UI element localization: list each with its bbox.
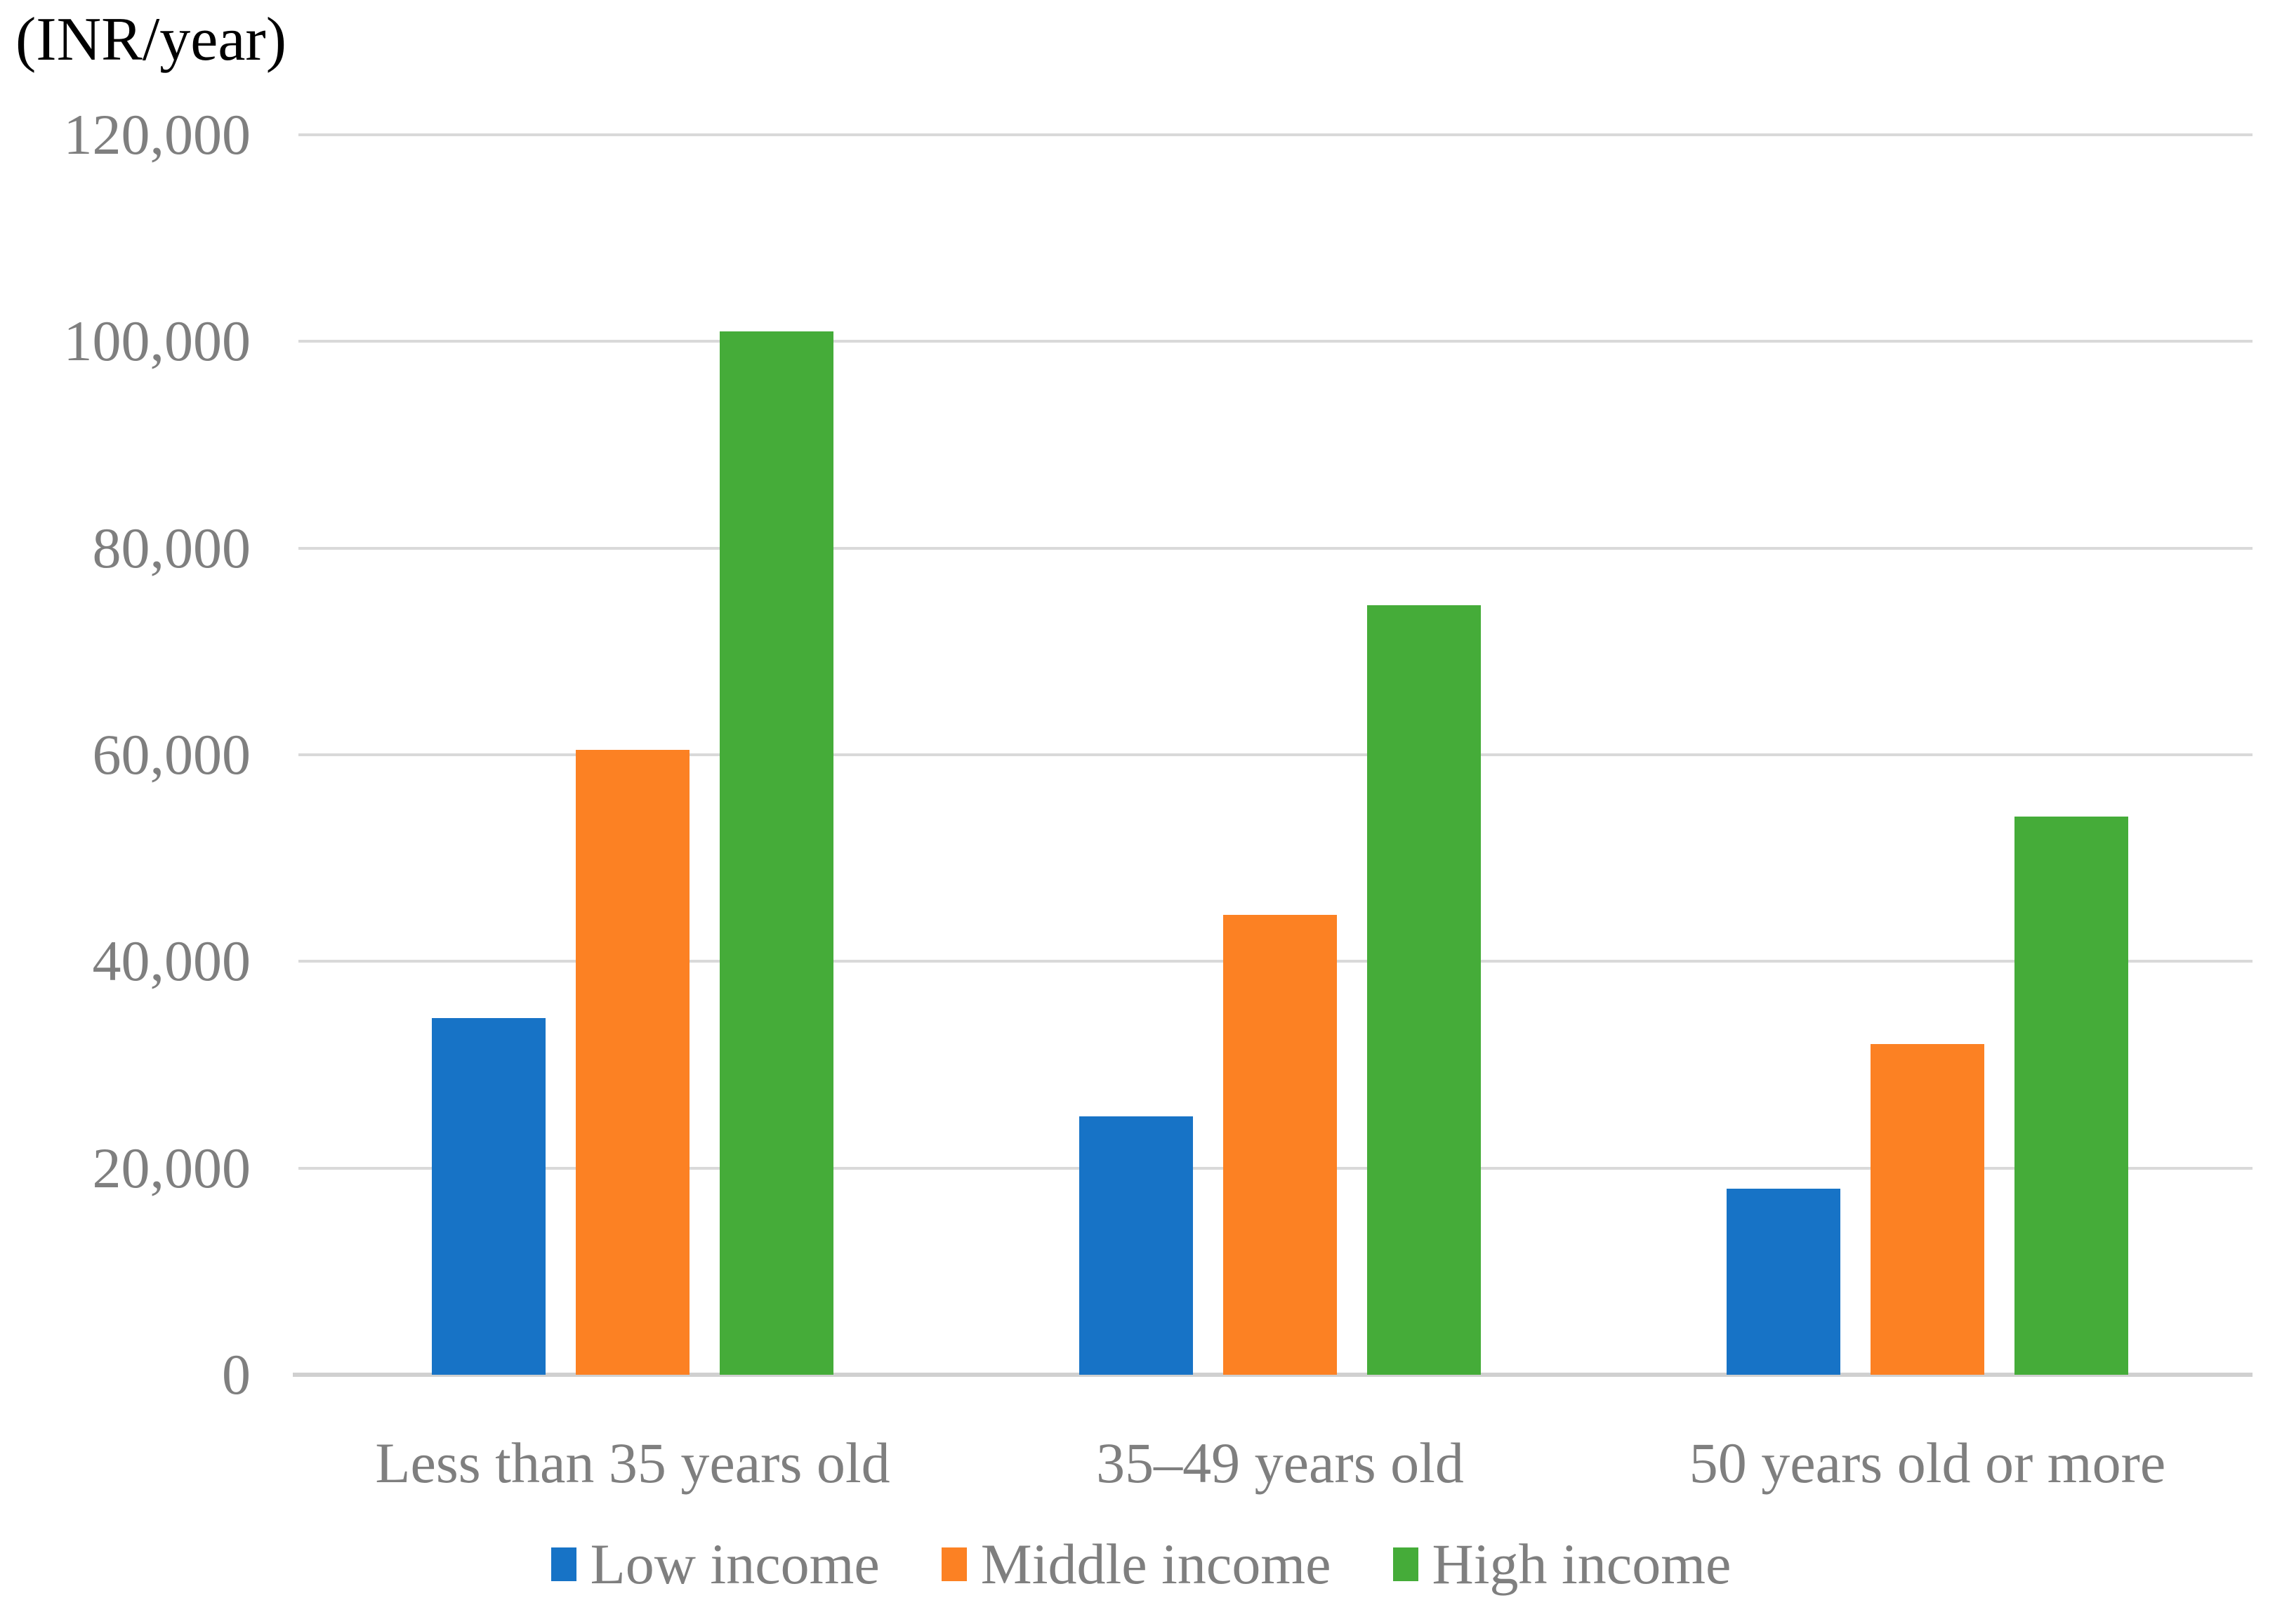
legend-swatch-middle-income: [941, 1547, 967, 1581]
y-axis-unit-label: (INR/year): [15, 6, 287, 74]
bar-low-income-category-2: [1079, 1116, 1193, 1375]
x-category-label-3: 50 years old or more: [1689, 1431, 2166, 1495]
y-tick-label-60000: 60,000: [92, 722, 251, 786]
gridline-100000: [298, 340, 2253, 343]
y-tick-label-20000: 20,000: [92, 1135, 251, 1200]
legend-item-middle-income: Middle income: [941, 1531, 1331, 1598]
bar-middle-income-category-2: [1223, 915, 1337, 1375]
y-tick-label-80000: 80,000: [92, 515, 251, 580]
gridline-80000: [298, 546, 2253, 550]
legend-item-low-income: Low income: [550, 1531, 880, 1598]
y-tick-label-100000: 100,000: [63, 309, 251, 374]
bar-low-income-category-1: [432, 1018, 546, 1375]
legend-label-low-income: Low income: [590, 1532, 880, 1596]
bar-high-income-category-3: [2014, 817, 2128, 1375]
x-category-label-2: 35–49 years old: [1096, 1431, 1464, 1495]
x-axis-line: [293, 1373, 2253, 1377]
legend-label-middle-income: Middle income: [980, 1532, 1331, 1596]
bar-middle-income-category-1: [576, 749, 690, 1375]
legend-item-high-income: High income: [1392, 1531, 1732, 1598]
bar-high-income-category-1: [720, 331, 833, 1375]
y-tick-label-0: 0: [222, 1342, 251, 1406]
legend-swatch-low-income: [550, 1547, 576, 1581]
gridline-60000: [298, 753, 2253, 756]
y-tick-label-40000: 40,000: [92, 929, 251, 993]
x-category-label-1: Less than 35 years old: [375, 1431, 890, 1495]
legend-swatch-high-income: [1392, 1547, 1418, 1581]
bar-low-income-category-3: [1727, 1189, 1840, 1375]
bar-high-income-category-2: [1367, 605, 1481, 1375]
chart-legend: Low income Middle income High income: [0, 1531, 2282, 1598]
legend-label-high-income: High income: [1432, 1532, 1732, 1596]
bar-middle-income-category-3: [1871, 1044, 1984, 1375]
gridline-120000: [298, 133, 2253, 137]
y-tick-label-120000: 120,000: [63, 103, 251, 167]
